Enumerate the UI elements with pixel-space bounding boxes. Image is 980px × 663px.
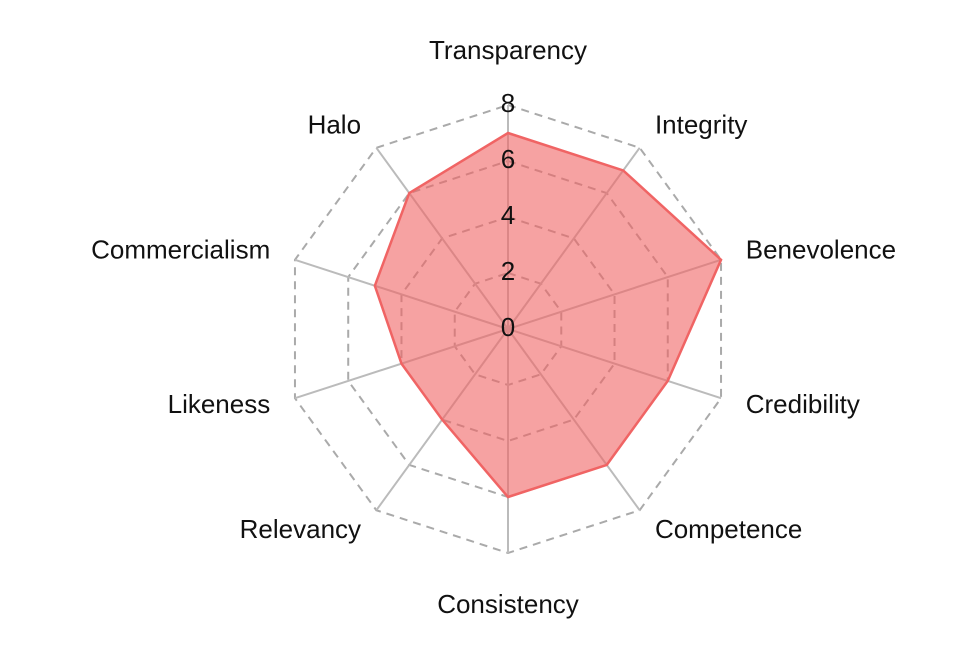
axis-label: Transparency <box>429 35 587 65</box>
axis-label: Halo <box>308 110 361 140</box>
r-tick-label: 6 <box>501 144 515 174</box>
axis-label: Competence <box>655 514 802 544</box>
axis-label: Benevolence <box>746 235 896 265</box>
axis-label: Credibility <box>746 389 860 419</box>
r-tick-label: 0 <box>501 312 515 342</box>
axis-label: Consistency <box>437 589 579 619</box>
axis-label: Commercialism <box>91 235 270 265</box>
axis-label: Integrity <box>655 110 748 140</box>
axis-label: Likeness <box>168 389 271 419</box>
r-tick-label: 4 <box>501 200 515 230</box>
r-tick-label: 8 <box>501 88 515 118</box>
r-tick-label: 2 <box>501 256 515 286</box>
axis-label: Relevancy <box>240 514 361 544</box>
data-area <box>373 131 723 499</box>
